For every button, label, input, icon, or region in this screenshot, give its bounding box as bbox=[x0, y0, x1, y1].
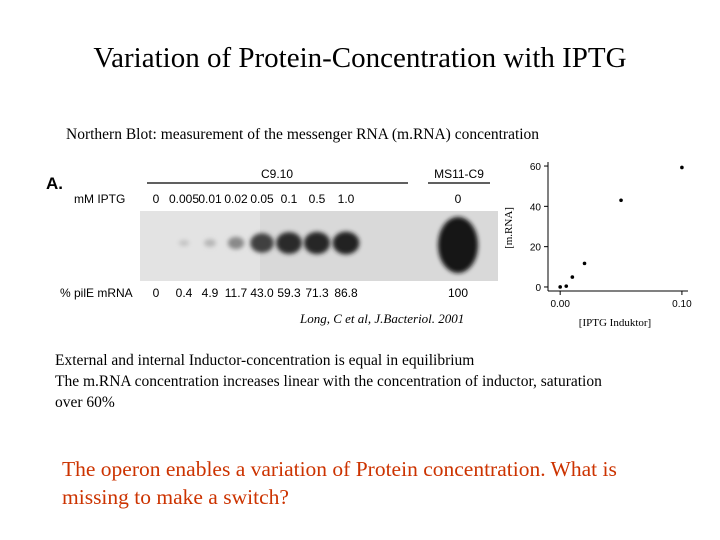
blot-band bbox=[438, 217, 478, 273]
data-point bbox=[570, 275, 575, 279]
blot-band bbox=[227, 236, 245, 250]
mrna-percent-value: 0 bbox=[153, 286, 160, 300]
northern-blot-figure: A. C9.10 MS11-C9 mM IPTG % pilE mRNA 0 0.… bbox=[46, 167, 498, 300]
observation-line: over 60% bbox=[55, 394, 115, 411]
iptg-value: 1.0 bbox=[338, 192, 355, 206]
mrna-percent-value: 43.0 bbox=[250, 286, 274, 300]
data-point bbox=[564, 284, 569, 288]
y-tick-label: 60 bbox=[530, 162, 542, 173]
blot-band bbox=[204, 239, 216, 247]
blot-band bbox=[276, 232, 302, 254]
mrna-percent-value: 4.9 bbox=[202, 286, 219, 300]
mrna-percent-value: 71.3 bbox=[305, 286, 329, 300]
blot-band bbox=[178, 239, 190, 247]
question-line: The operon enables a variation of Protei… bbox=[62, 457, 617, 481]
iptg-value: 0.05 bbox=[250, 192, 274, 206]
question-text: The operon enables a variation of Protei… bbox=[62, 455, 702, 511]
slide-title: Variation of Protein-Concentration with … bbox=[93, 42, 627, 74]
iptg-value: 0.02 bbox=[224, 192, 248, 206]
blot-band bbox=[250, 233, 274, 253]
iptg-value: 0.005 bbox=[169, 192, 199, 206]
observation-line: External and internal Inductor-concentra… bbox=[55, 352, 475, 369]
mrna-percent-value: 59.3 bbox=[277, 286, 301, 300]
x-axis-label: [IPTG Induktor] bbox=[579, 317, 651, 329]
data-point bbox=[680, 165, 684, 170]
mrna-percent-value: 100 bbox=[448, 286, 468, 300]
data-point bbox=[558, 285, 562, 289]
question-line: missing to make a switch? bbox=[62, 485, 289, 509]
iptg-value: 0.5 bbox=[309, 192, 326, 206]
data-points bbox=[558, 165, 684, 289]
mrna-vs-iptg-plot: [m.RNA] [IPTG Induktor] 0 20 40 60 0.00 0.10 bbox=[503, 162, 692, 329]
iptg-value: 0.01 bbox=[198, 192, 222, 206]
mrna-row-label: % pilE mRNA bbox=[60, 286, 133, 300]
blot-band bbox=[332, 231, 360, 255]
group-label-ms11: MS11-C9 bbox=[434, 167, 484, 181]
mrna-percent-value: 11.7 bbox=[225, 286, 248, 300]
x-tick-label: 0.00 bbox=[550, 299, 570, 310]
y-tick-label: 0 bbox=[535, 283, 541, 294]
mrna-percent-value: 86.8 bbox=[334, 286, 358, 300]
mrna-percent-value: 0.4 bbox=[176, 286, 193, 300]
citation: Long, C et al, J.Bacteriol. 2001 bbox=[300, 311, 465, 326]
blot-bands bbox=[178, 217, 478, 273]
axis-ticks: 0 20 40 60 0.00 0.10 bbox=[530, 162, 692, 310]
y-tick-label: 20 bbox=[530, 243, 542, 254]
iptg-value: 0 bbox=[455, 192, 462, 206]
data-point bbox=[619, 198, 623, 203]
mrna-percent-labels: 0 0.4 4.9 11.7 43.0 59.3 71.3 86.8 100 bbox=[153, 286, 469, 300]
figure-subtitle: Northern Blot: measurement of the messen… bbox=[66, 126, 540, 143]
iptg-value: 0 bbox=[153, 192, 160, 206]
x-tick-label: 0.10 bbox=[672, 299, 692, 310]
group-label-c910: C9.10 bbox=[261, 167, 293, 181]
panel-label: A. bbox=[46, 174, 63, 193]
data-point bbox=[582, 261, 587, 266]
iptg-row-label: mM IPTG bbox=[74, 192, 125, 206]
observation-line: The m.RNA concentration increases linear… bbox=[55, 373, 602, 390]
iptg-value: 0.1 bbox=[281, 192, 298, 206]
iptg-value-labels: 0 0.005 0.01 0.02 0.05 0.1 0.5 1.0 0 bbox=[153, 192, 462, 206]
y-tick-label: 40 bbox=[530, 202, 542, 213]
y-axis-label: [m.RNA] bbox=[503, 207, 515, 249]
blot-band bbox=[303, 231, 331, 255]
